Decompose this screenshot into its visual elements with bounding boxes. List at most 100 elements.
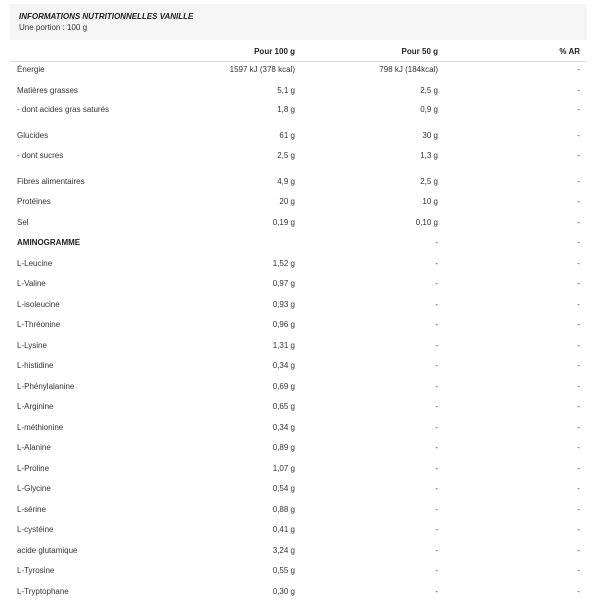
value-50g: 10 g	[422, 192, 438, 213]
row-label: acide glutamique	[17, 541, 77, 562]
nutrition-table-body: Énergie 1597 kJ (378 kcal) 798 kJ (184kcal…	[10, 60, 587, 602]
value-50g: -	[435, 274, 438, 295]
column-header-ar: % AR	[559, 43, 580, 61]
row-spacer	[10, 164, 587, 172]
value-50g: -	[435, 295, 438, 316]
table-row: L-Valine 0,97 g - -	[10, 274, 587, 295]
value-ar: -	[577, 459, 580, 480]
value-100g: 0,97 g	[273, 274, 295, 295]
value-50g: -	[435, 438, 438, 459]
value-100g: 0,34 g	[273, 356, 295, 377]
value-100g: 0,34 g	[273, 418, 295, 439]
row-label: - dont acides gras saturés	[17, 101, 109, 118]
value-ar: -	[577, 274, 580, 295]
value-ar: -	[577, 356, 580, 377]
row-label: Protéines	[17, 192, 51, 213]
row-label: L-cystéine	[17, 520, 53, 541]
value-ar: -	[577, 172, 580, 193]
value-ar: -	[577, 418, 580, 439]
value-ar: -	[577, 233, 580, 254]
value-100g: 0,96 g	[273, 315, 295, 336]
value-ar: -	[577, 582, 580, 602]
value-ar: -	[577, 60, 580, 81]
row-label: L-Arginine	[17, 397, 53, 418]
row-label: Sel	[17, 213, 29, 234]
table-row: L-histidine 0,34 g - -	[10, 356, 587, 377]
value-100g: 20 g	[279, 192, 295, 213]
value-100g: 3,24 g	[273, 541, 295, 562]
row-label: L-Valine	[17, 274, 46, 295]
value-50g: -	[435, 377, 438, 398]
value-100g: 1597 kJ (378 kcal)	[230, 60, 295, 81]
value-ar: -	[577, 520, 580, 541]
table-row: Énergie 1597 kJ (378 kcal) 798 kJ (184kcal…	[10, 60, 587, 81]
value-ar: -	[577, 101, 580, 118]
value-100g: 0,89 g	[273, 438, 295, 459]
value-ar: -	[577, 500, 580, 521]
table-title: INFORMATIONS NUTRITIONNELLES VANILLE	[19, 12, 193, 21]
value-ar: -	[577, 377, 580, 398]
row-label: L-Tyrosine	[17, 561, 54, 582]
column-header-100g: Pour 100 g	[254, 43, 295, 61]
row-label: L-Lysine	[17, 336, 47, 357]
value-ar: -	[577, 479, 580, 500]
value-ar: -	[577, 254, 580, 275]
value-50g: -	[435, 541, 438, 562]
row-label: L-Thréonine	[17, 315, 60, 336]
value-50g: -	[435, 233, 438, 254]
value-50g: -	[435, 500, 438, 521]
row-label: L-Proline	[17, 459, 49, 480]
value-ar: -	[577, 336, 580, 357]
row-label: Énergie	[17, 60, 45, 81]
row-label: - dont sucres	[17, 147, 63, 164]
value-50g: 0,10 g	[416, 213, 438, 234]
value-ar: -	[577, 213, 580, 234]
row-label: L-Tryptophane	[17, 582, 69, 602]
value-50g: 30 g	[422, 126, 438, 147]
value-100g: 0,55 g	[273, 561, 295, 582]
value-100g: 0,30 g	[273, 582, 295, 602]
value-50g: 798 kJ (184kcal)	[379, 60, 438, 81]
row-label: L-histidine	[17, 356, 53, 377]
value-100g: 0,19 g	[273, 213, 295, 234]
value-50g: -	[435, 315, 438, 336]
value-ar: -	[577, 397, 580, 418]
value-50g: 0,9 g	[420, 101, 438, 118]
value-ar: -	[577, 147, 580, 164]
value-50g: 1,3 g	[420, 147, 438, 164]
row-label: L-Alanine	[17, 438, 51, 459]
value-50g: -	[435, 356, 438, 377]
value-100g: 1,07 g	[273, 459, 295, 480]
value-50g: -	[435, 561, 438, 582]
value-100g: 1,52 g	[273, 254, 295, 275]
value-ar: -	[577, 81, 580, 102]
value-100g: 4,9 g	[277, 172, 295, 193]
value-50g: -	[435, 418, 438, 439]
value-ar: -	[577, 126, 580, 147]
value-50g: -	[435, 520, 438, 541]
row-label: AMINOGRAMME	[17, 233, 80, 254]
value-100g: 1,31 g	[273, 336, 295, 357]
value-100g: 0,65 g	[273, 397, 295, 418]
table-row: Sel 0,19 g 0,10 g -	[10, 213, 587, 234]
value-50g: -	[435, 397, 438, 418]
value-50g: -	[435, 254, 438, 275]
value-100g: 0,88 g	[273, 500, 295, 521]
